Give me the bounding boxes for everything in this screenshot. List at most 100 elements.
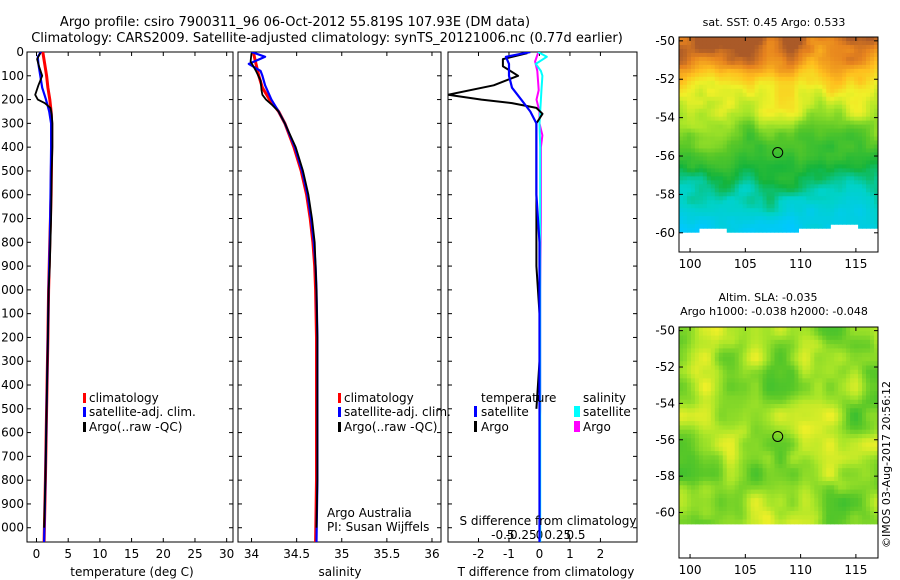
map-cell xyxy=(806,356,811,362)
map-cell xyxy=(762,64,768,70)
map-cell xyxy=(858,112,863,118)
map-cell xyxy=(778,144,784,150)
map-cell xyxy=(794,421,799,426)
map-cell xyxy=(858,204,863,209)
map-cell xyxy=(866,335,871,341)
map-cell xyxy=(710,425,716,431)
map-cell xyxy=(758,124,764,130)
map-cell xyxy=(766,192,772,197)
map-cell xyxy=(806,493,811,499)
map-cell xyxy=(734,180,740,185)
map-cell xyxy=(706,374,712,379)
map-cell xyxy=(862,438,867,444)
map-cell xyxy=(682,472,688,478)
map-cell xyxy=(762,352,768,358)
map-cell xyxy=(830,136,835,142)
map-cell xyxy=(702,176,708,181)
pressure-tick-label: 1800 xyxy=(0,473,24,487)
map-cell xyxy=(770,468,776,474)
map-cell xyxy=(834,408,839,414)
map-cell xyxy=(830,395,835,401)
map-cell xyxy=(794,104,799,110)
map-cell xyxy=(682,184,688,189)
map-cell xyxy=(694,44,700,50)
map-cell xyxy=(746,164,752,169)
map-cell xyxy=(770,88,776,94)
map-cell xyxy=(710,176,716,181)
map-cell xyxy=(742,96,748,102)
map-cell xyxy=(778,399,784,405)
map-cell xyxy=(714,331,720,337)
map-cell xyxy=(750,220,756,225)
map-cell xyxy=(846,52,851,58)
map-cell xyxy=(822,176,827,181)
map-cell xyxy=(818,463,823,469)
map-cell xyxy=(870,172,875,177)
map-cell xyxy=(862,446,867,452)
map-cell xyxy=(750,76,756,82)
map-cell xyxy=(850,88,855,94)
map-cell xyxy=(778,116,784,122)
map-cell xyxy=(850,128,855,134)
map-cell xyxy=(698,112,704,118)
map-cell xyxy=(810,204,815,209)
map-cell xyxy=(826,216,831,221)
map-cell xyxy=(822,156,827,162)
map-cell xyxy=(862,168,867,173)
salinity-diff-tick-label: -0.25 xyxy=(506,528,537,542)
map-cell xyxy=(838,48,843,54)
map-cell xyxy=(814,208,819,213)
map-cell xyxy=(826,339,831,345)
map-cell xyxy=(730,132,736,138)
map-cell xyxy=(714,48,720,54)
map-cell xyxy=(714,386,720,392)
map-cell xyxy=(718,498,724,503)
map-cell xyxy=(682,493,688,499)
map-cell xyxy=(790,506,796,512)
map-cell xyxy=(758,510,764,516)
map-cell xyxy=(810,136,815,142)
map-cell xyxy=(734,352,740,358)
map-cell xyxy=(726,463,732,469)
map-cell xyxy=(746,68,752,74)
map-cell xyxy=(858,506,863,512)
map-cell xyxy=(718,485,724,491)
map-cell xyxy=(694,68,700,74)
map-cell xyxy=(818,451,823,456)
map-cell xyxy=(810,160,815,166)
map-cell xyxy=(774,200,780,205)
map-cell xyxy=(874,84,878,90)
map-cell xyxy=(746,442,752,448)
map-cell xyxy=(750,391,756,397)
credit-pi: PI: Susan Wijffels xyxy=(327,520,429,534)
map-cell xyxy=(750,96,756,102)
map-cell xyxy=(838,88,843,94)
legend-climatology-label: climatology xyxy=(89,391,159,405)
map-cell xyxy=(726,472,732,478)
map-cell xyxy=(826,80,831,86)
map-cell xyxy=(690,48,696,54)
map-cell xyxy=(870,472,875,478)
map-cell xyxy=(778,220,784,225)
map-cell xyxy=(710,421,716,426)
map-cell xyxy=(686,132,692,138)
map-cell xyxy=(870,485,875,491)
map-cell xyxy=(790,489,796,495)
map-cell xyxy=(774,386,780,392)
map-cell xyxy=(722,216,728,221)
map-cell xyxy=(682,220,688,225)
map-cell xyxy=(870,216,875,221)
map-cell xyxy=(786,369,792,375)
map-cell xyxy=(679,352,684,358)
map-cell xyxy=(714,208,720,213)
map-cell xyxy=(834,48,839,54)
map-cell xyxy=(742,459,748,465)
map-cell xyxy=(806,391,811,397)
map-cell xyxy=(826,160,831,166)
map-cell xyxy=(850,327,855,332)
map-cell xyxy=(834,68,839,74)
map-cell xyxy=(730,327,736,332)
map-cell xyxy=(710,208,716,213)
map-cell xyxy=(850,188,855,193)
map-cell xyxy=(770,172,776,177)
